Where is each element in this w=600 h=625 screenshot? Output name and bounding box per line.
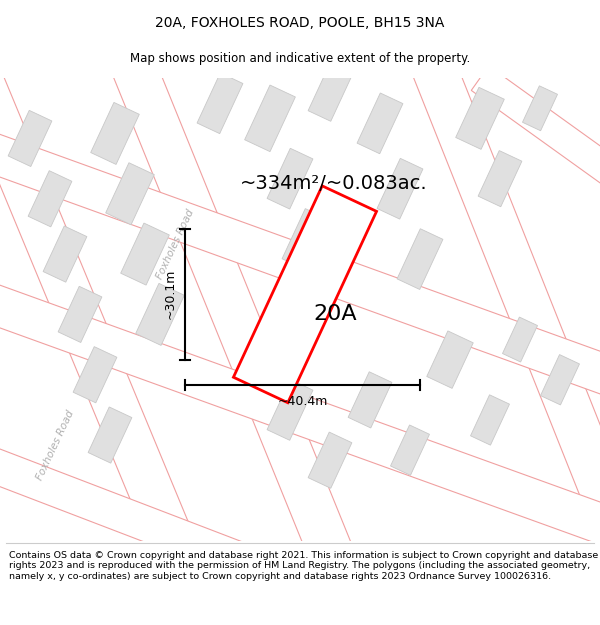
Polygon shape (106, 162, 154, 225)
Polygon shape (502, 317, 538, 362)
Polygon shape (282, 209, 328, 269)
Polygon shape (245, 85, 295, 152)
Text: 20A, FOXHOLES ROAD, POOLE, BH15 3NA: 20A, FOXHOLES ROAD, POOLE, BH15 3NA (155, 16, 445, 31)
Polygon shape (409, 49, 600, 569)
Polygon shape (427, 331, 473, 388)
Polygon shape (91, 102, 139, 164)
Polygon shape (0, 281, 600, 549)
Polygon shape (391, 425, 430, 476)
Polygon shape (58, 286, 102, 342)
Polygon shape (8, 111, 52, 166)
Text: Foxholes Road: Foxholes Road (34, 409, 76, 482)
Polygon shape (478, 151, 522, 207)
Polygon shape (197, 73, 243, 134)
Text: ~40.4m: ~40.4m (277, 395, 328, 408)
Polygon shape (397, 229, 443, 289)
Polygon shape (470, 395, 509, 445)
Text: Contains OS data © Crown copyright and database right 2021. This information is : Contains OS data © Crown copyright and d… (9, 551, 598, 581)
Polygon shape (0, 69, 201, 569)
Polygon shape (136, 283, 184, 346)
Polygon shape (43, 226, 87, 282)
Polygon shape (308, 432, 352, 488)
Text: Foxholes Road: Foxholes Road (154, 208, 196, 281)
Polygon shape (348, 372, 392, 428)
Polygon shape (0, 129, 600, 399)
Polygon shape (541, 354, 580, 405)
Polygon shape (357, 93, 403, 154)
Polygon shape (267, 379, 313, 440)
Polygon shape (308, 65, 352, 121)
Polygon shape (88, 407, 132, 463)
Text: 20A: 20A (313, 304, 357, 324)
Polygon shape (523, 86, 557, 131)
Text: ~30.1m: ~30.1m (164, 269, 177, 319)
Polygon shape (267, 148, 313, 209)
Polygon shape (377, 158, 423, 219)
Polygon shape (121, 223, 169, 285)
Polygon shape (0, 444, 406, 625)
Text: Map shows position and indicative extent of the property.: Map shows position and indicative extent… (130, 52, 470, 65)
Polygon shape (455, 88, 505, 149)
Text: ~334m²/~0.083ac.: ~334m²/~0.083ac. (240, 174, 428, 193)
Polygon shape (73, 347, 117, 403)
Polygon shape (28, 171, 72, 227)
Polygon shape (471, 66, 600, 191)
Polygon shape (109, 49, 351, 559)
Polygon shape (233, 186, 377, 402)
